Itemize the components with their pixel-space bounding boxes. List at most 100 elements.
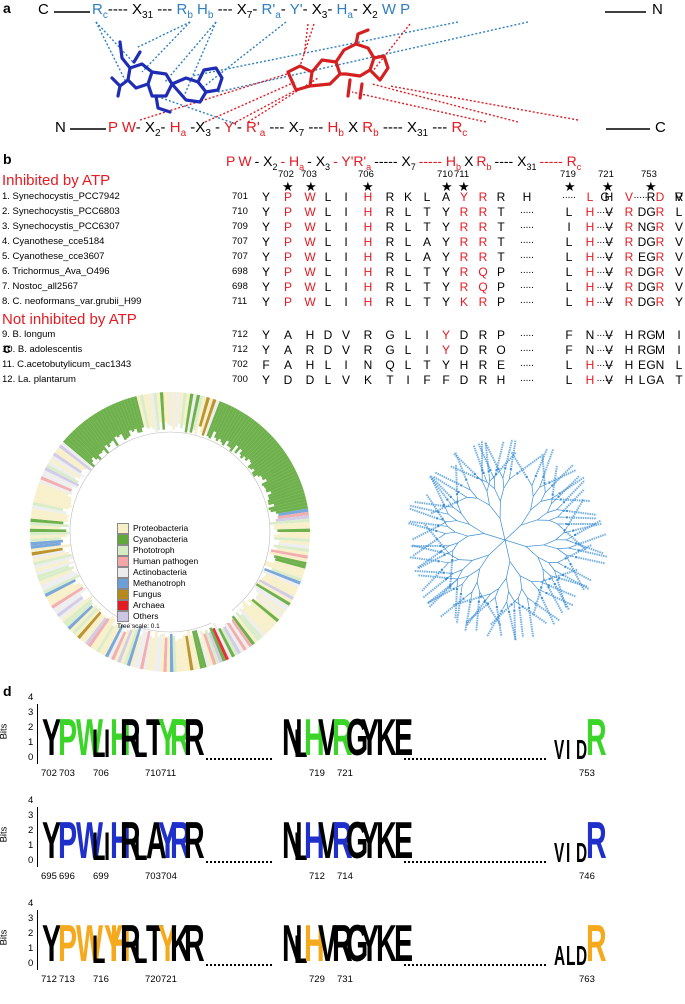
residue: V — [604, 343, 613, 357]
tree-branch — [542, 568, 545, 579]
residue: V — [604, 373, 613, 387]
tree-sector — [120, 627, 137, 665]
tree-branch — [498, 470, 504, 479]
logo-ytick: 0 — [28, 958, 34, 969]
tree-branch — [485, 593, 491, 601]
tree-sector — [101, 621, 123, 656]
residue: P — [496, 280, 505, 294]
residue: Y — [441, 343, 450, 357]
tree-sector — [52, 452, 82, 474]
residue: T — [423, 265, 431, 279]
tree-branch — [568, 544, 577, 549]
logo-letter: L — [92, 928, 106, 972]
tree-branch — [537, 588, 545, 593]
tree-branch — [443, 562, 449, 569]
residue: H — [604, 190, 614, 204]
tree-branch — [502, 601, 508, 610]
tree-leaf — [540, 586, 543, 589]
logo-letter: H — [110, 709, 131, 767]
tree-leaf — [551, 484, 554, 487]
logo-letter: R — [170, 709, 191, 767]
alignment-row: 9. B. longum 712 Y A H D V R G L I Y D R P..... F N V H G..… — [0, 328, 685, 343]
residue: N — [363, 358, 373, 372]
tree-sector — [244, 431, 271, 458]
logo-letter: Y — [158, 812, 178, 870]
motif-element: ----- Hb — [418, 153, 462, 172]
tree-sector — [257, 455, 289, 478]
tree-sector — [229, 418, 256, 452]
tree-branch — [557, 547, 569, 549]
tree-sector — [204, 629, 220, 665]
tree-sector — [273, 544, 309, 553]
legend-label: Methanotroph — [133, 578, 186, 588]
tree-sector — [107, 630, 124, 659]
residue: V — [604, 328, 613, 342]
tree-sector — [139, 394, 150, 429]
tree-branch — [490, 588, 499, 595]
tree-sector — [31, 508, 69, 518]
tree-branch — [462, 560, 473, 570]
motif-element: X — [464, 153, 474, 169]
tree-sector — [226, 414, 250, 447]
logo-letter: L — [92, 825, 106, 869]
residue: F — [442, 373, 450, 387]
tree-sector — [79, 613, 103, 642]
tree-sector — [265, 560, 305, 576]
tree-branch — [439, 521, 447, 526]
tree-sector — [69, 604, 98, 633]
strand-residue: Rb — [362, 119, 379, 139]
tree-sector — [30, 534, 68, 539]
tree-leaf-label-mark — [426, 584, 452, 605]
logo-axis — [37, 704, 38, 764]
residue: F — [262, 358, 270, 372]
start-position: 712 — [232, 329, 248, 340]
logo-letter: Y — [360, 812, 380, 870]
species-name: 10. B. adolescentis — [2, 344, 83, 355]
residue: L — [565, 295, 573, 309]
not-inhibited-by-atp-title: Not inhibited by ATP — [2, 311, 137, 328]
tree-branch — [509, 561, 521, 576]
legend-label: Actinobacteria — [133, 567, 187, 577]
tree-leaf-label-mark — [569, 563, 586, 592]
strand-residue: Ha — [336, 1, 353, 21]
residue: V — [604, 235, 613, 249]
tree-leaf — [558, 577, 561, 580]
tree-sector — [267, 488, 305, 503]
tree-branch — [551, 496, 553, 504]
tree-sector — [153, 636, 160, 672]
residue: Y — [441, 295, 450, 309]
residue: Y — [261, 205, 270, 219]
tree-sector — [30, 518, 64, 525]
tree-sector — [34, 495, 73, 508]
gap-dots: ...... — [596, 265, 614, 276]
legend-item: Methanotroph — [117, 578, 186, 590]
tree-sector — [279, 539, 310, 546]
tree-branch — [472, 554, 489, 561]
residue: Y — [459, 190, 468, 204]
residue: Y — [441, 328, 450, 342]
tree-leaf — [497, 468, 500, 471]
alignment-row: 2. Synechocystis_PCC6803 710 Y P W L I H R L T Y R R T… — [0, 205, 685, 220]
logo-gap — [206, 758, 272, 760]
tree-sector — [231, 615, 256, 646]
strand-residue: Rc — [92, 1, 108, 21]
tree-branch — [449, 577, 459, 580]
tree-sector — [96, 625, 115, 653]
residue: T — [497, 235, 505, 249]
alignment-row: 7. Nostoc_all2567 698 Y P W L I H R L T Y R Q P..... L H… — [0, 280, 685, 295]
tree-sector — [230, 622, 250, 650]
logo-position: 704 — [161, 871, 177, 882]
residue: R — [624, 295, 634, 309]
tree-branch — [449, 542, 459, 547]
tree-branch — [440, 561, 449, 564]
logo-ytick: 2 — [28, 928, 34, 939]
logo-letter: E — [394, 915, 414, 973]
tree-sector — [117, 401, 132, 431]
tree-sector — [172, 635, 177, 672]
tree-leaf-label-mark — [430, 477, 445, 506]
tree-leaf-label-mark — [434, 471, 462, 487]
tree-sector — [67, 605, 94, 630]
tree-sector — [143, 393, 153, 428]
residue: V — [674, 190, 683, 204]
gap-dots: ..... — [520, 343, 534, 354]
